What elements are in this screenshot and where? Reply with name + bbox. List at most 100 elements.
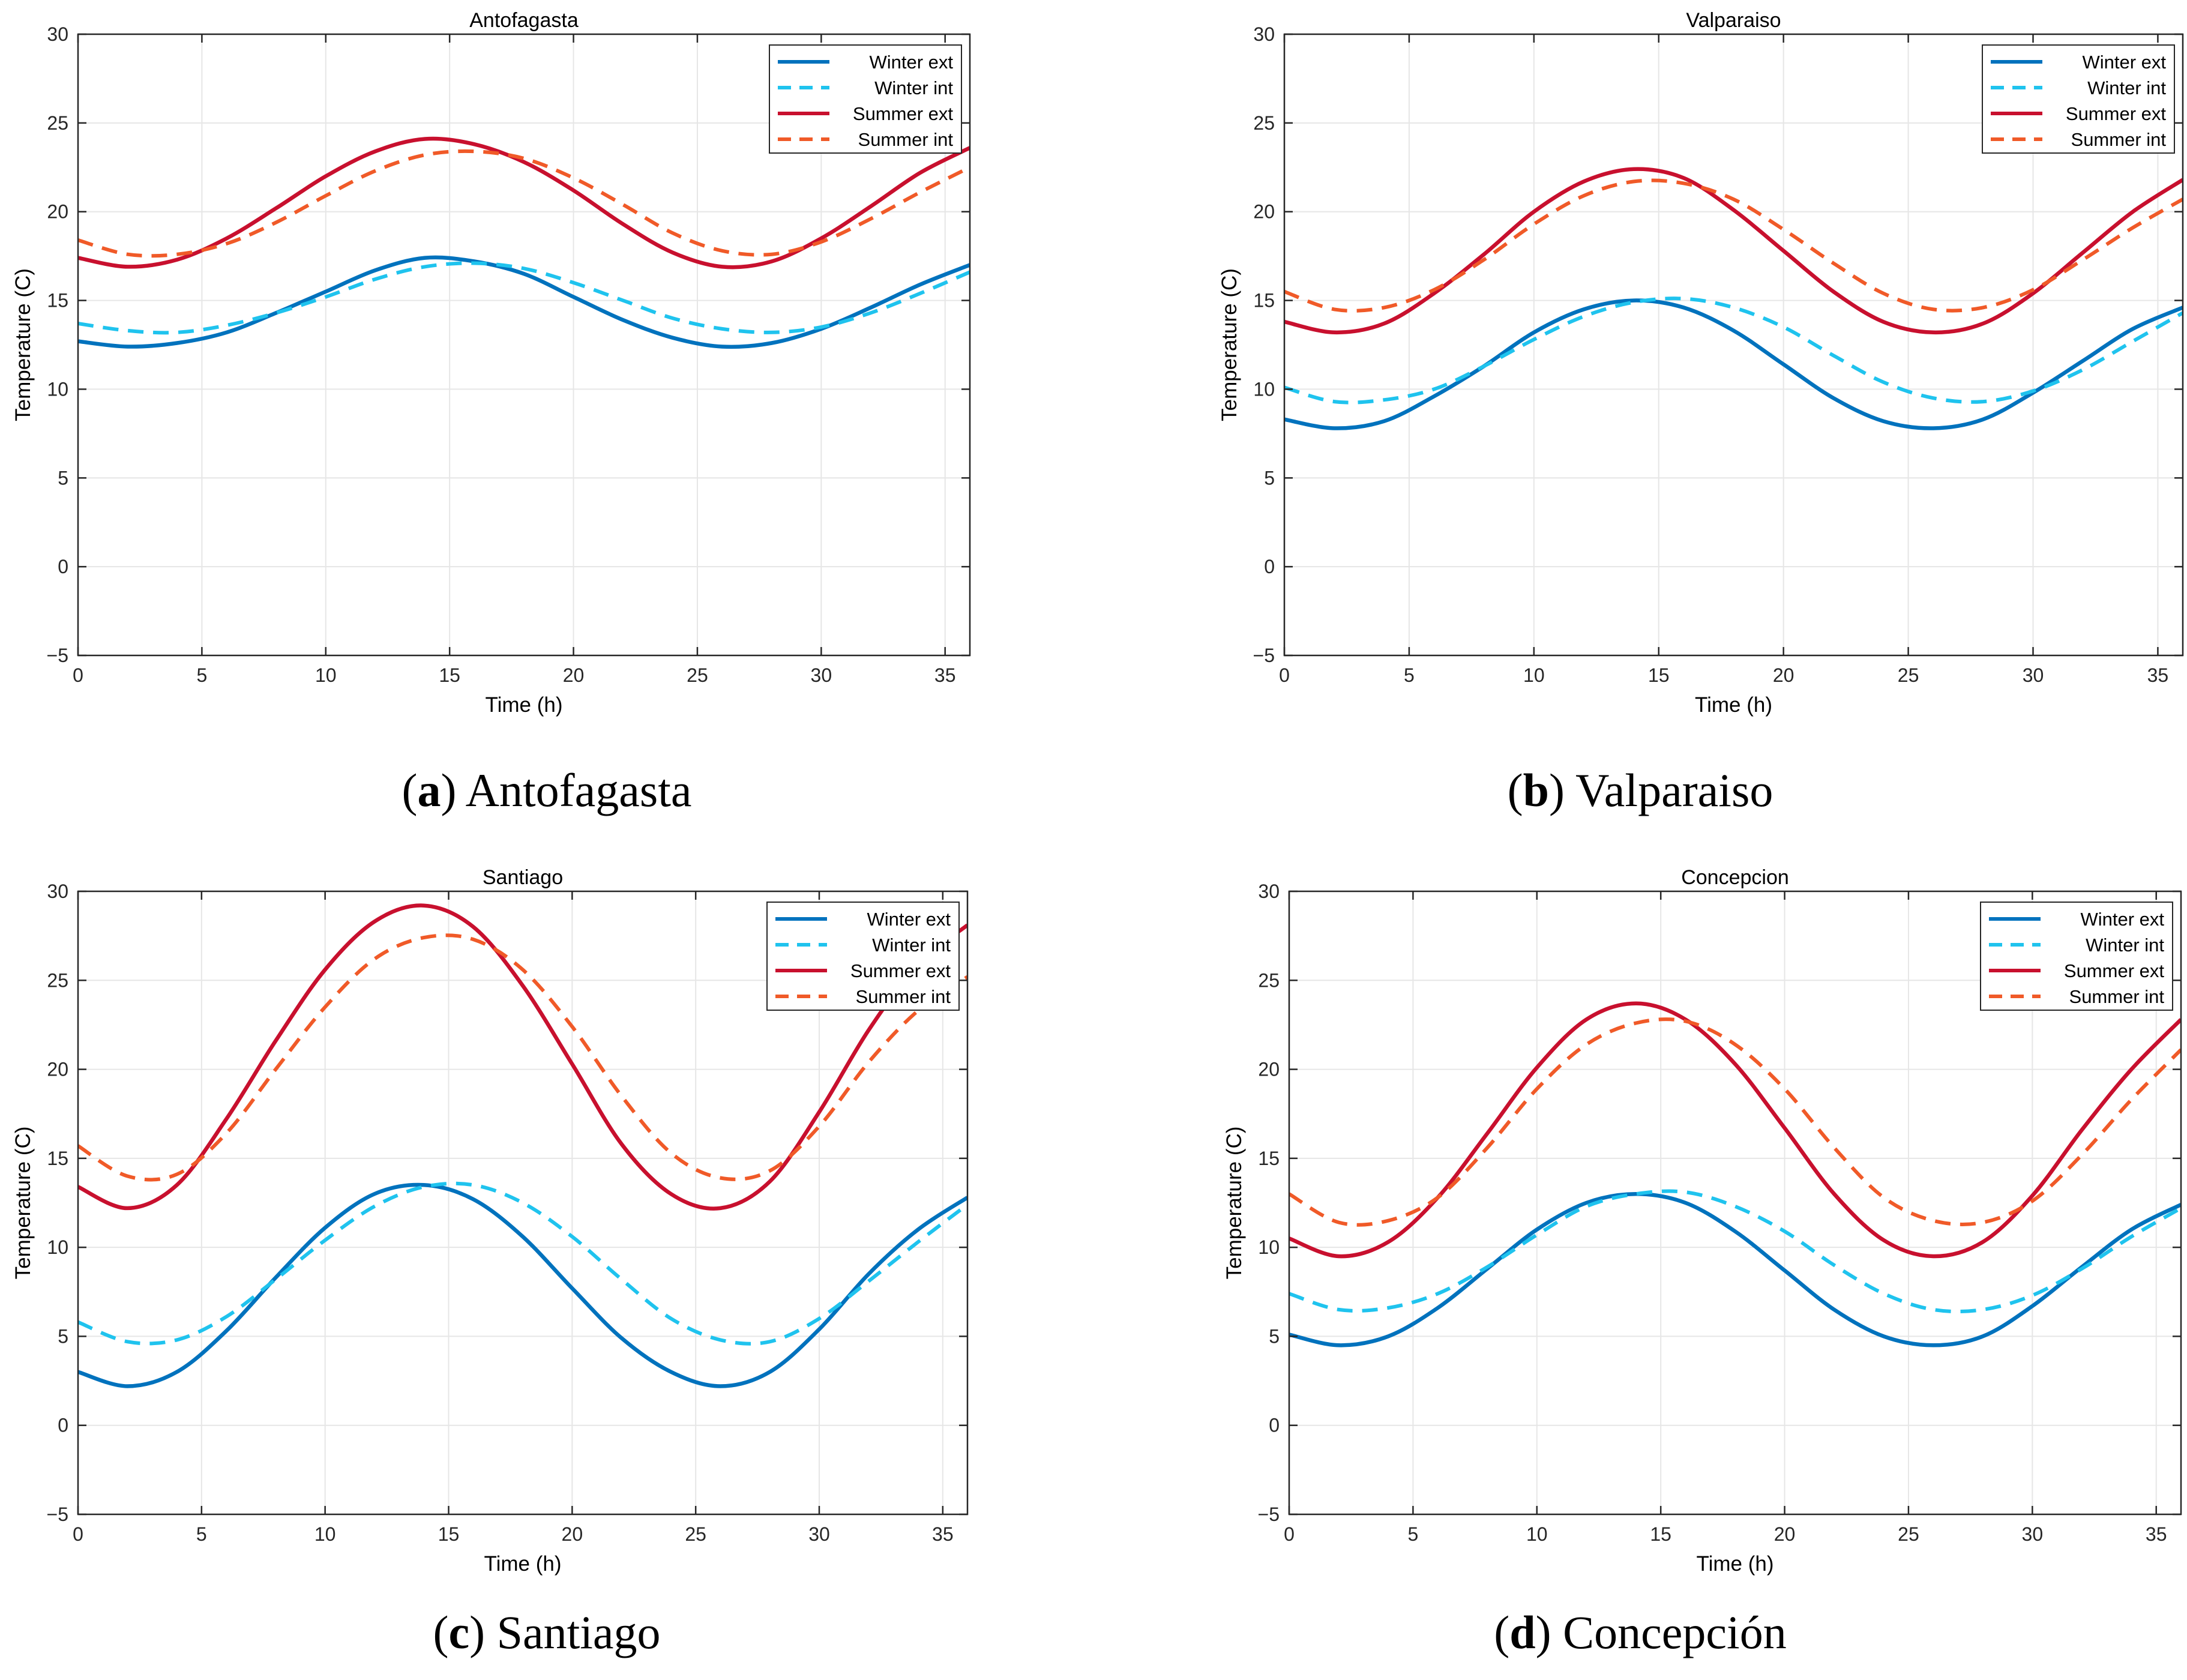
legend-label: Winter int: [2086, 935, 2164, 956]
legend-label: Summer ext: [2064, 960, 2164, 981]
x-tick-label: 0: [73, 664, 83, 686]
series-line-summer-ext: [78, 136, 970, 269]
y-tick-label: 5: [58, 467, 68, 489]
x-axis-label: Time (h): [1695, 693, 1772, 717]
y-tick-label: 20: [1258, 1059, 1280, 1080]
y-tick-label: −5: [47, 1504, 68, 1525]
series-line-winter-int: [1284, 297, 2183, 405]
x-tick-label: 35: [2147, 664, 2169, 686]
y-tick-label: 0: [1269, 1415, 1280, 1436]
x-tick-label: 0: [1279, 664, 1290, 686]
y-axis-label: Temperature (C): [11, 1127, 35, 1280]
y-tick-label: 25: [1253, 112, 1275, 134]
y-tick-label: 5: [1269, 1325, 1280, 1347]
x-tick-label: 20: [562, 1523, 583, 1545]
y-tick-label: 30: [1258, 881, 1280, 902]
x-tick-label: 0: [73, 1523, 83, 1545]
y-tick-label: 30: [47, 23, 68, 45]
chart-panel-d: 0 5 10 15 20 25 30 35 −5 0 5 10 15 20 25 30 Concepcion Ti…: [1094, 840, 2187, 1679]
x-tick-label: 0: [1284, 1523, 1295, 1545]
series-line-winter-int: [1289, 1189, 2181, 1314]
legend-label: Summer ext: [853, 103, 953, 124]
chart-panel-b: 0 5 10 15 20 25 30 35 −5 0 5 10 15 20 25 30 Valparaiso Ti…: [1094, 0, 2187, 840]
x-tick-label: 30: [2022, 1523, 2044, 1545]
y-tick-label: 30: [1253, 23, 1275, 45]
series-line-winter-int: [78, 1181, 967, 1346]
y-tick-label: 25: [1258, 969, 1280, 991]
x-tick-label: 5: [196, 1523, 207, 1545]
chart-antofagasta: 0 5 10 15 20 25 30 35−5051015202530AntofagastaT…: [11, 9, 971, 717]
y-axis-label: Temperature (C): [1223, 1127, 1246, 1280]
legend-label: Summer ext: [850, 960, 951, 981]
series-line-winter-ext: [1289, 1191, 2181, 1347]
legend-label: Summer int: [2071, 129, 2167, 150]
chart-valparaiso: 0 5 10 15 20 25 30 35−5051015202530ValparaisoTi…: [1218, 9, 2184, 717]
y-tick-label: 5: [58, 1325, 68, 1347]
y-tick-label: −5: [47, 645, 68, 666]
legend-label: Winter ext: [869, 52, 953, 73]
x-tick-label: 15: [439, 664, 460, 686]
y-tick-label: 15: [1253, 290, 1275, 312]
caption-a: (a) Antofagasta: [402, 764, 692, 816]
legend-label: Winter int: [872, 935, 951, 956]
x-tick-label: 5: [1404, 664, 1415, 686]
y-tick-label: 30: [47, 881, 68, 902]
x-tick-label: 25: [1898, 664, 1919, 686]
axes-box: [77, 33, 971, 657]
x-tick-label: 5: [1407, 1523, 1418, 1545]
caption-b: (b) Valparaiso: [1507, 764, 1773, 816]
caption-c: (c) Santiago: [433, 1606, 661, 1658]
x-tick-label: 15: [1648, 664, 1670, 686]
axes-box: [1288, 890, 2182, 1516]
chart-panel-c: 0 5 10 15 20 25 30 35 −5 0 5 10 15 20 25 30 Santiago Time…: [0, 840, 1094, 1679]
legend-label: Winter ext: [2082, 52, 2166, 73]
x-tick-label: 30: [808, 1523, 830, 1545]
x-axis-label: Time (h): [486, 693, 563, 717]
y-tick-label: 15: [1258, 1148, 1280, 1169]
x-tick-label: 10: [1526, 1523, 1548, 1545]
legend-label: Winter int: [874, 77, 953, 98]
series-line-winter-int: [78, 261, 970, 335]
y-tick-label: 10: [1253, 378, 1275, 400]
x-tick-label: 35: [932, 1523, 954, 1545]
x-tick-label: 10: [1523, 664, 1545, 686]
y-tick-label: 0: [58, 1415, 68, 1436]
x-tick-label: 30: [2023, 664, 2044, 686]
caption-text: Concepción: [1563, 1606, 1787, 1658]
series-line-summer-int: [1289, 1017, 2181, 1227]
legend-label: Winter ext: [867, 909, 951, 930]
x-tick-label: 35: [934, 664, 956, 686]
series-line-summer-ext: [78, 903, 967, 1211]
chart-concepcion: 0 5 10 15 20 25 30 35−5051015202530ConcepcionTi…: [1223, 866, 2182, 1576]
x-axis-label: Time (h): [484, 1552, 562, 1576]
chart-title: Santiago: [483, 866, 563, 889]
caption-letter: d: [1509, 1606, 1536, 1658]
y-tick-label: −5: [1258, 1504, 1280, 1525]
x-tick-label: 5: [196, 664, 207, 686]
legend-label: Summer int: [858, 129, 954, 150]
legend-label: Summer int: [2069, 986, 2165, 1007]
x-tick-label: 15: [1650, 1523, 1671, 1545]
series-line-summer-int: [1284, 178, 2183, 313]
y-tick-label: 20: [1253, 201, 1275, 223]
y-tick-label: 0: [1264, 556, 1275, 577]
x-tick-label: 25: [685, 1523, 706, 1545]
caption-text: Santiago: [496, 1606, 661, 1658]
y-tick-label: 0: [58, 556, 68, 577]
x-tick-label: 20: [1774, 1523, 1796, 1545]
x-tick-label: 25: [687, 664, 708, 686]
y-tick-label: 15: [47, 290, 68, 312]
chart-panel-a: 0 5 10 15 20 25 30 35 −5 0 5 10 15 20 25 30 Antofagasta T…: [0, 0, 1094, 840]
x-tick-label: 20: [1773, 664, 1794, 686]
x-tick-label: 35: [2146, 1523, 2167, 1545]
series-line-summer-ext: [1284, 167, 2183, 335]
legend-label: Summer int: [856, 986, 951, 1007]
y-tick-label: 5: [1264, 467, 1275, 489]
axes-box: [77, 890, 969, 1516]
x-tick-label: 30: [811, 664, 832, 686]
y-tick-label: 10: [47, 378, 68, 400]
legend-label: Winter ext: [2080, 909, 2164, 930]
series-line-summer-int: [78, 149, 970, 258]
x-tick-label: 25: [1898, 1523, 1919, 1545]
chart-title: Concepcion: [1681, 866, 1789, 889]
